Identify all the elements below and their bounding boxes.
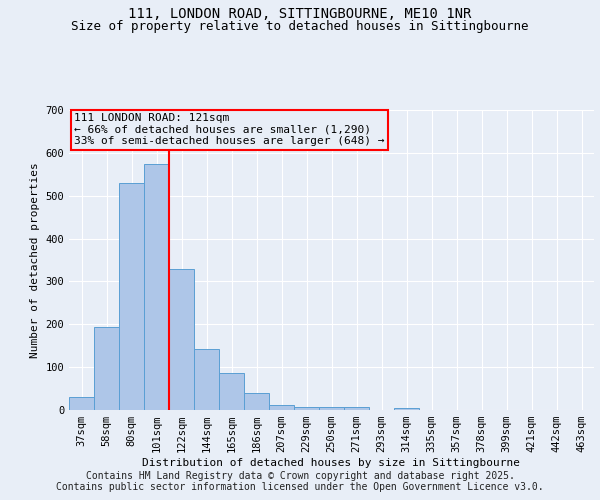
Text: Size of property relative to detached houses in Sittingbourne: Size of property relative to detached ho… <box>71 20 529 33</box>
Bar <box>269 405 294 410</box>
Bar <box>144 164 169 410</box>
Bar <box>169 268 194 410</box>
Bar <box>244 393 269 410</box>
X-axis label: Distribution of detached houses by size in Sittingbourne: Distribution of detached houses by size … <box>143 458 521 468</box>
Bar <box>94 328 119 410</box>
Text: Contains public sector information licensed under the Open Government Licence v3: Contains public sector information licen… <box>56 482 544 492</box>
Bar <box>344 406 369 410</box>
Bar <box>194 348 219 410</box>
Bar <box>219 372 244 410</box>
Bar <box>69 397 94 410</box>
Text: Contains HM Land Registry data © Crown copyright and database right 2025.: Contains HM Land Registry data © Crown c… <box>86 471 514 481</box>
Bar <box>294 406 319 410</box>
Bar <box>319 406 344 410</box>
Bar <box>119 183 144 410</box>
Y-axis label: Number of detached properties: Number of detached properties <box>30 162 40 358</box>
Text: 111, LONDON ROAD, SITTINGBOURNE, ME10 1NR: 111, LONDON ROAD, SITTINGBOURNE, ME10 1N… <box>128 8 472 22</box>
Bar <box>394 408 419 410</box>
Text: 111 LONDON ROAD: 121sqm
← 66% of detached houses are smaller (1,290)
33% of semi: 111 LONDON ROAD: 121sqm ← 66% of detache… <box>74 113 385 146</box>
